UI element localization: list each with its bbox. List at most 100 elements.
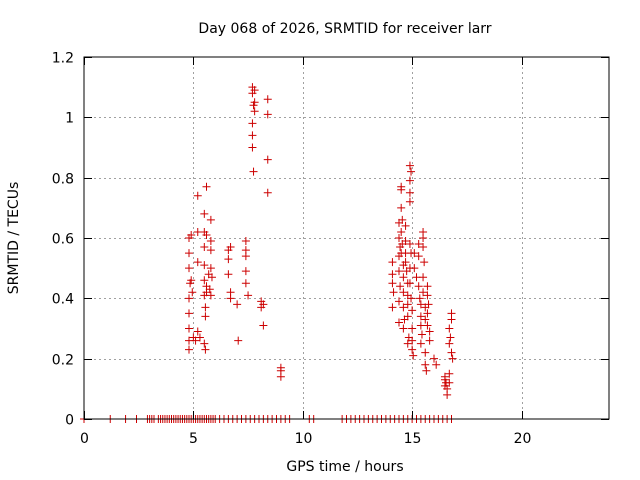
data-point: [202, 182, 211, 191]
data-point: [415, 294, 424, 303]
data-point: [200, 209, 209, 218]
x-tick-label: 0: [80, 431, 89, 447]
data-point: [399, 324, 408, 333]
data-point: [445, 369, 454, 378]
chart-title: Day 068 of 2026, SRMTID for receiver lar…: [198, 21, 491, 37]
data-point: [405, 279, 414, 288]
data-point: [224, 270, 233, 279]
x-tick-label: 15: [404, 431, 422, 447]
data-point: [408, 306, 417, 315]
data-point: [200, 276, 209, 285]
data-point: [224, 255, 233, 264]
data-point: [401, 258, 410, 267]
data-point: [248, 119, 257, 128]
data-point: [263, 110, 272, 119]
data-point: [403, 339, 412, 348]
data-point: [420, 258, 429, 267]
y-tick-label: 0.6: [52, 232, 74, 248]
data-point: [419, 273, 428, 282]
data-point: [241, 279, 250, 288]
data-point: [185, 309, 193, 318]
data-point: [421, 315, 430, 324]
data-point: [201, 312, 210, 321]
data-point: [421, 360, 430, 369]
y-tick-label: 1.2: [52, 51, 74, 67]
data-point: [408, 345, 417, 354]
data-point: [187, 230, 196, 239]
x-tick-label: 20: [514, 431, 532, 447]
data-point: [206, 264, 215, 273]
axis-ticks: 0 0.2 0.4 0.6 0.8 1 1.2 0 5 10 15 20: [52, 51, 609, 447]
data-point: [395, 234, 403, 242]
data-points: [80, 83, 457, 423]
data-point: [185, 264, 193, 273]
data-point: [414, 240, 423, 249]
data-point: [388, 258, 397, 267]
data-point: [188, 288, 197, 297]
data-point: [206, 246, 215, 255]
data-point: [397, 185, 406, 194]
data-point: [405, 188, 414, 197]
data-point: [389, 288, 398, 297]
x-tick-label: 10: [295, 431, 313, 447]
data-point: [193, 191, 202, 200]
data-point: [410, 249, 419, 258]
data-point: [405, 197, 414, 206]
data-point: [395, 297, 403, 306]
data-point: [425, 327, 434, 336]
data-point: [233, 300, 242, 309]
data-point: [185, 249, 193, 258]
data-point: [206, 215, 215, 224]
data-point: [395, 318, 403, 327]
data-point: [397, 227, 406, 236]
data-point: [193, 327, 202, 336]
data-point: [249, 167, 258, 176]
data-point: [447, 315, 456, 324]
data-point: [405, 176, 414, 185]
data-point: [388, 270, 397, 279]
data-point: [207, 273, 216, 282]
data-point: [414, 252, 423, 261]
data-point: [187, 276, 196, 285]
data-point: [200, 339, 209, 348]
data-point: [416, 312, 425, 321]
x-axis-label: GPS time / hours: [286, 459, 403, 475]
data-point: [405, 161, 414, 170]
data-point: [248, 143, 257, 152]
data-point: [416, 300, 425, 309]
x-tick-label: 5: [189, 431, 198, 447]
data-point: [405, 240, 414, 249]
data-point: [403, 300, 412, 309]
data-point: [185, 324, 193, 333]
data-point: [407, 167, 416, 176]
data-point: [423, 309, 432, 318]
data-point: [388, 279, 397, 288]
data-point: [191, 336, 200, 345]
data-point: [241, 252, 250, 261]
data-point: [425, 336, 434, 345]
y-tick-label: 0.2: [52, 353, 74, 369]
data-point: [432, 360, 441, 369]
data-point: [419, 243, 428, 252]
data-point: [259, 300, 268, 309]
data-point: [445, 324, 454, 333]
gridlines: [84, 57, 609, 419]
data-point: [447, 348, 456, 357]
data-point: [206, 291, 215, 300]
data-point: [241, 237, 250, 246]
data-point: [445, 378, 454, 387]
data-point: [399, 303, 408, 312]
data-point: [205, 285, 214, 294]
data-point: [401, 237, 410, 246]
data-point: [395, 267, 403, 276]
data-point: [263, 95, 272, 104]
data-point: [399, 273, 408, 282]
data-point: [206, 237, 215, 246]
data-point: [248, 131, 257, 140]
data-point: [185, 345, 193, 354]
data-point: [419, 234, 428, 242]
data-point: [201, 345, 210, 354]
data-point: [226, 243, 235, 252]
data-point: [407, 294, 416, 303]
data-point: [250, 86, 259, 95]
